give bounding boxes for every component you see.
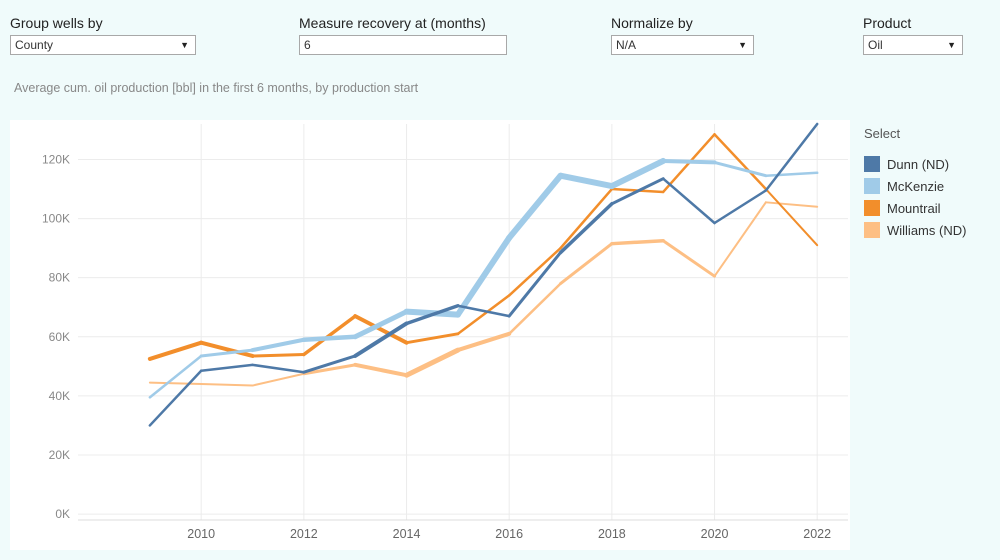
recovery-input[interactable]: 6 (299, 35, 507, 55)
legend-swatch (864, 222, 880, 238)
legend-swatch (864, 178, 880, 194)
series-line-segment (199, 340, 255, 358)
series-line-segment (404, 347, 461, 378)
dropdown-arrow-icon: ▼ (947, 40, 956, 50)
normalize-control: Normalize by N/A ▼ (611, 14, 754, 55)
x-tick-label: 2012 (290, 527, 318, 541)
series-line-segment (559, 187, 614, 250)
product-value: Oil (868, 38, 883, 52)
chart-panel: 0K 20K 40K 60K 80K 100K 120K 2010 2012 2014 2016 20… (10, 120, 850, 550)
series-line-segment (454, 234, 513, 318)
series-line-segment (147, 340, 204, 361)
x-tick-label: 2020 (701, 527, 729, 541)
series-line-segment (353, 321, 409, 358)
series-line-segment (302, 354, 357, 374)
series-line-segment (301, 334, 358, 342)
series-line-segment (713, 189, 768, 225)
legend-swatch (864, 200, 880, 216)
normalize-label: Normalize by (611, 15, 693, 31)
line-chart: 0K 20K 40K 60K 80K 100K 120K 2010 2012 2014 2016 20… (42, 122, 848, 541)
series-line-segment (661, 158, 717, 165)
series-line-segment (199, 348, 255, 358)
normalize-value: N/A (616, 38, 637, 52)
series-line-segment (713, 160, 768, 178)
series-line-segment (404, 303, 460, 326)
x-tick-label: 2014 (393, 527, 421, 541)
dropdown-arrow-icon: ▼ (180, 40, 189, 50)
series-line-segment (506, 172, 564, 241)
series-line-segment (661, 177, 716, 225)
chart-subtitle: Average cum. oil production [bbl] in the… (14, 81, 419, 95)
group-by-control: Group wells by County ▼ (10, 14, 196, 55)
y-tick-label: 60K (49, 330, 70, 344)
y-tick-label: 40K (49, 389, 70, 403)
series-line-segment (558, 202, 614, 255)
x-tick-label: 2018 (598, 527, 626, 541)
series-line-segment (507, 251, 563, 318)
series-line-segment (557, 172, 615, 190)
legend-title: Select (864, 126, 901, 141)
series-line-segment (148, 381, 203, 386)
series-line-segment (353, 314, 409, 345)
series-line-segment (302, 314, 357, 357)
group-by-value: County (15, 38, 54, 52)
product-label: Product (863, 15, 912, 31)
series-line-segment (251, 372, 305, 387)
series-line-segment (148, 354, 203, 399)
dropdown-arrow-icon: ▼ (738, 40, 747, 50)
legend-item-dunn[interactable]: Dunn (ND) (864, 153, 966, 175)
series-line-segment (764, 122, 819, 192)
y-tick-label: 20K (49, 448, 70, 462)
legend-item-williams[interactable]: Williams (ND) (864, 219, 966, 241)
series-line-segment (456, 294, 511, 336)
product-control: Product Oil ▼ (863, 14, 963, 55)
series-line-segment (200, 383, 254, 387)
series-line-segment (608, 157, 667, 190)
series-line-segment (713, 133, 768, 191)
legend-item-mountrail[interactable]: Mountrail (864, 197, 966, 219)
series-line-segment (559, 242, 614, 286)
series-line-segment (507, 282, 562, 336)
legend-label: Mountrail (887, 200, 941, 216)
legend-label: McKenzie (887, 178, 945, 194)
legend-label: Williams (ND) (887, 222, 967, 238)
product-select[interactable]: Oil ▼ (863, 35, 963, 55)
normalize-select[interactable]: N/A ▼ (611, 35, 754, 55)
series-line-segment (764, 188, 819, 247)
recovery-label: Measure recovery at (months) (299, 15, 486, 31)
series-line-segment (353, 362, 409, 378)
x-tick-label: 2022 (803, 527, 831, 541)
series-line-segment (764, 171, 819, 177)
series-line-segment (250, 337, 306, 353)
series-line-segment (251, 353, 306, 358)
y-tick-label: 80K (49, 271, 70, 285)
series-line-segment (352, 309, 410, 340)
series-line-segment (199, 363, 254, 373)
series-line-segment (764, 201, 819, 208)
series-line-segment (148, 369, 203, 427)
legend-label: Dunn (ND) (887, 156, 950, 172)
series-line-segment (302, 363, 357, 376)
x-tick-label: 2010 (187, 527, 215, 541)
series-line-segment (610, 238, 665, 246)
series-line-segment (251, 363, 306, 374)
series-line-segment (661, 239, 717, 278)
y-tick-label: 100K (42, 212, 70, 226)
series-line-segment (610, 177, 665, 206)
series-line-segment (713, 201, 767, 278)
y-tick-label: 0K (55, 507, 70, 521)
recovery-control: Measure recovery at (months) 6 (299, 14, 507, 55)
group-by-select[interactable]: County ▼ (10, 35, 196, 55)
group-by-label: Group wells by (10, 15, 103, 31)
series-line-segment (507, 246, 562, 297)
legend-swatch (864, 156, 880, 172)
legend: Select Dunn (ND) McKenzie Mountrail Will… (864, 126, 966, 241)
y-tick-label: 120K (42, 152, 70, 166)
series-line-segment (456, 304, 511, 318)
series-line-segment (455, 331, 512, 353)
series-line-segment (405, 332, 460, 345)
legend-item-mckenzie[interactable]: McKenzie (864, 175, 966, 197)
x-tick-label: 2016 (495, 527, 523, 541)
